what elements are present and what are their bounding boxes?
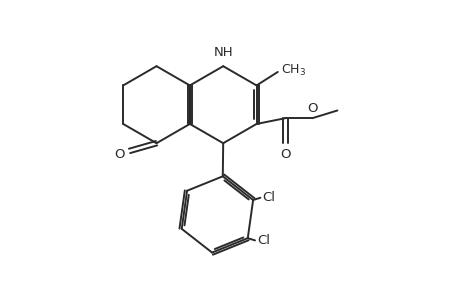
Text: NH: NH (213, 46, 233, 59)
Text: O: O (114, 148, 125, 161)
Text: O: O (280, 148, 290, 161)
Text: O: O (307, 102, 317, 115)
Text: Cl: Cl (256, 234, 269, 247)
Text: CH$_3$: CH$_3$ (281, 63, 306, 78)
Text: Cl: Cl (262, 191, 274, 204)
